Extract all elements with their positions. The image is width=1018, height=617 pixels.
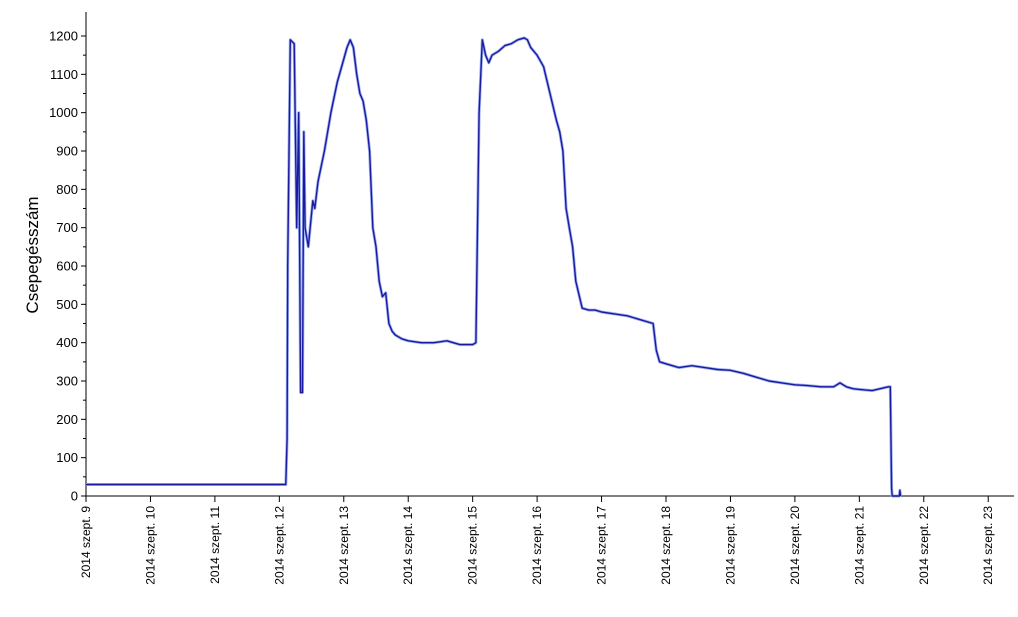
y-tick-label: 600	[56, 259, 78, 274]
y-tick-label: 0	[71, 489, 78, 504]
x-tick-label: 2014 szept. 17	[595, 506, 609, 585]
x-tick-label: 2014 szept. 15	[466, 506, 480, 585]
x-tick-label: 2014 szept. 9	[79, 506, 93, 578]
x-tick-label: 2014 szept. 14	[401, 506, 415, 585]
series-layer	[86, 36, 903, 498]
series-line	[86, 37, 902, 497]
axes	[85, 12, 1014, 497]
x-tick-label: 2014 szept. 20	[788, 506, 802, 585]
x-axis-ticks: 2014 szept. 9 2014 szept. 10 2014 szept. 1…	[79, 496, 995, 585]
y-tick-label: 300	[56, 374, 78, 389]
y-tick-label: 1200	[49, 29, 78, 44]
y-tick-label: 1000	[49, 105, 78, 120]
x-tick-label: 2014 szept. 21	[852, 506, 866, 585]
x-tick-label: 2014 szept. 12	[272, 506, 286, 585]
y-axis-label: Csepegésszám	[23, 196, 42, 313]
y-tick-label: 700	[56, 220, 78, 235]
y-tick-label: 500	[56, 297, 78, 312]
x-tick-label: 2014 szept. 19	[723, 506, 737, 585]
x-tick-label: 2014 szept. 18	[659, 506, 673, 585]
x-tick-label: 2014 szept. 10	[143, 506, 157, 585]
x-tick-label: 2014 szept. 23	[981, 506, 995, 585]
y-tick-label: 200	[56, 412, 78, 427]
x-tick-label: 2014 szept. 16	[530, 506, 544, 585]
y-tick-label: 900	[56, 144, 78, 159]
y-tick-label: 1100	[50, 67, 78, 82]
x-tick-label: 2014 szept. 11	[208, 506, 222, 584]
y-tick-label: 800	[56, 182, 78, 197]
x-tick-label: 2014 szept. 13	[337, 506, 351, 585]
x-tick-label: 2014 szept. 22	[917, 506, 931, 585]
y-tick-label: 100	[56, 450, 78, 465]
y-tick-label: 400	[56, 335, 78, 350]
y-axis-ticks: 0 100 200 300 400 500 600 700 800 900 1000 1100 1200	[49, 29, 86, 504]
series-line-shadow	[86, 36, 903, 498]
